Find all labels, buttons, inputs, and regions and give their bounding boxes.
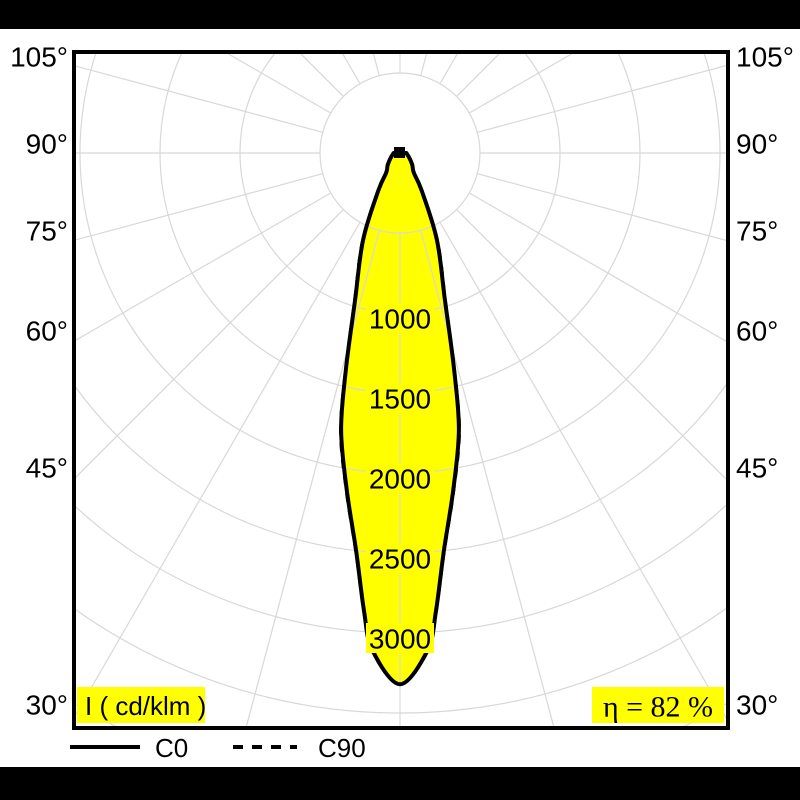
efficiency-box: η = 82 % xyxy=(592,687,724,724)
grid-ray xyxy=(477,65,726,133)
grid-ray xyxy=(76,192,332,341)
angle-label-left: 105° xyxy=(10,42,68,73)
legend-label-c0: C0 xyxy=(155,733,188,763)
grid-ray xyxy=(468,192,726,342)
ring-label-background xyxy=(366,543,434,573)
unit-box-background xyxy=(77,687,205,723)
angle-label-left: 30° xyxy=(26,690,68,721)
angle-label-left: 45° xyxy=(26,453,68,484)
ring-label-background xyxy=(366,303,434,333)
grid-ray xyxy=(76,209,344,478)
grid-ray xyxy=(76,173,323,241)
angle-label-right: 30° xyxy=(736,690,778,721)
angle-labels-right: 105° 90° 75° 60° 45° 30° xyxy=(736,42,794,721)
angle-label-right: 75° xyxy=(736,215,778,246)
angle-labels-left: 105° 90° 75° 60° 45° 30° xyxy=(10,42,68,721)
angle-label-right: 60° xyxy=(736,316,778,347)
angle-label-right: 90° xyxy=(736,129,778,160)
bottom-letterbox-bar xyxy=(0,767,800,800)
efficiency-label: η = 82 % xyxy=(603,691,713,724)
grid-ray xyxy=(76,221,361,716)
ring-label: 2000 xyxy=(369,464,431,495)
angle-label-left: 60° xyxy=(26,316,68,347)
grid-ray xyxy=(477,173,726,241)
grid-ray xyxy=(468,54,573,114)
angle-label-right: 45° xyxy=(736,453,778,484)
legend-label-c90: C90 xyxy=(318,733,366,763)
unit-label: I ( cd/klm ) xyxy=(85,691,206,721)
ring-label-background xyxy=(366,383,434,413)
top-letterbox-bar xyxy=(0,0,800,29)
ring-labels: 1000 1500 2000 2500 3000 xyxy=(366,303,434,655)
grid-ray xyxy=(76,65,323,133)
ring-label: 1500 xyxy=(369,384,431,415)
efficiency-box-background xyxy=(592,687,724,723)
legend: C0 C90 xyxy=(70,733,366,763)
plot-frame xyxy=(72,50,730,730)
ring-label: 2500 xyxy=(369,544,431,575)
ring-label-background xyxy=(366,623,434,653)
angle-label-left: 75° xyxy=(26,215,68,246)
grid-ray xyxy=(227,54,332,114)
grid-ray xyxy=(456,209,726,480)
angle-label-left: 90° xyxy=(26,129,68,160)
ring-label: 3000 xyxy=(369,624,431,655)
ring-label-background xyxy=(366,463,434,493)
unit-box: I ( cd/klm ) xyxy=(77,687,206,723)
curve-c0 xyxy=(339,151,461,687)
ring-label: 1000 xyxy=(369,304,431,335)
beam-apex-marker xyxy=(394,147,405,158)
angle-label-right: 105° xyxy=(736,42,794,73)
